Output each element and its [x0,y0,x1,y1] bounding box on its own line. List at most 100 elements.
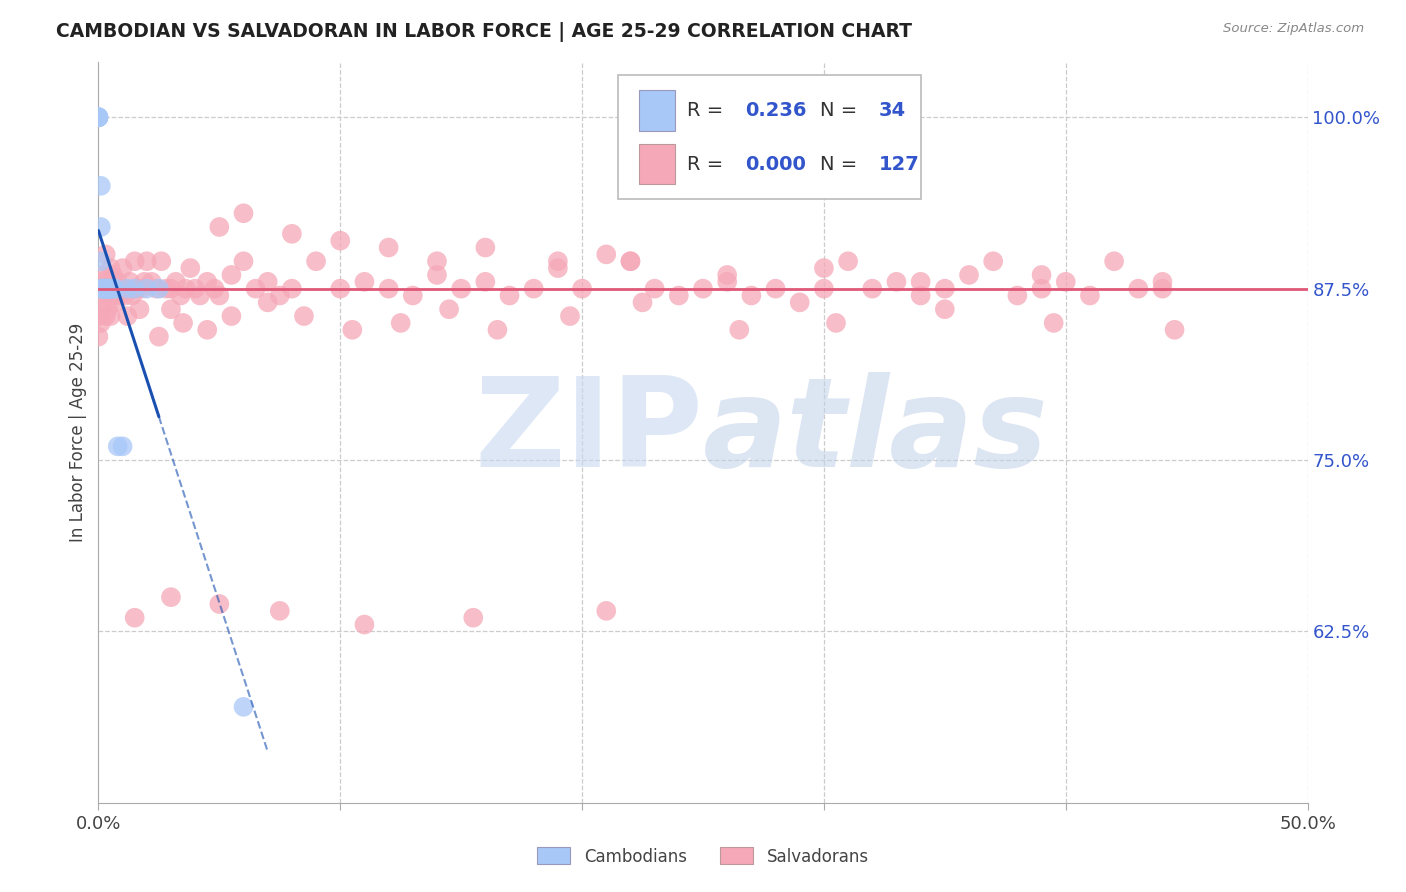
Text: CAMBODIAN VS SALVADORAN IN LABOR FORCE | AGE 25-29 CORRELATION CHART: CAMBODIAN VS SALVADORAN IN LABOR FORCE |… [56,22,912,42]
Point [1031,268,1053,282]
Point [104,282,127,296]
Point [94,282,117,296]
Text: 34: 34 [879,101,905,120]
Point [97,282,120,296]
Point [740,288,762,302]
Point [87,309,110,323]
Point [934,302,956,317]
Point [631,295,654,310]
Point [184,282,207,296]
Point [716,275,738,289]
Point [148,329,170,343]
Point [813,261,835,276]
Point [90,254,112,268]
Point [100,282,122,296]
Point [169,288,191,302]
Point [1152,275,1174,289]
Point [97,282,120,296]
Point [204,282,226,296]
Point [474,240,496,255]
Point [269,288,291,302]
Point [94,282,117,296]
Point [1152,282,1174,296]
Point [117,309,139,323]
Point [837,254,859,268]
FancyBboxPatch shape [619,75,921,200]
Point [172,316,194,330]
Bar [638,144,675,185]
Text: R =: R = [688,154,730,174]
Point [90,282,112,296]
Point [269,604,291,618]
Point [1128,282,1150,296]
Point [101,282,124,296]
Point [94,247,117,261]
Point [87,110,110,124]
Point [97,302,120,317]
Point [124,282,146,296]
Point [100,261,122,276]
Point [90,275,112,289]
Point [305,254,328,268]
Point [90,219,112,234]
Point [377,240,399,255]
Point [221,309,243,323]
Text: ZIP: ZIP [474,372,703,493]
Point [1102,254,1125,268]
Point [91,268,114,282]
Point [195,323,218,337]
Point [94,282,117,296]
Point [668,288,690,302]
Point [437,302,460,317]
Point [131,282,153,296]
Point [523,282,546,296]
Point [498,288,520,302]
Point [644,282,666,296]
Y-axis label: In Labor Force | Age 25-29: In Labor Force | Age 25-29 [69,323,87,542]
Point [165,275,187,289]
Point [957,268,980,282]
Point [87,110,110,124]
Point [87,110,110,124]
Point [134,275,156,289]
Point [208,219,231,234]
Point [1007,288,1029,302]
Point [91,282,114,296]
Point [281,227,304,241]
Point [87,282,110,296]
Text: R =: R = [688,101,730,120]
Point [94,282,117,296]
Point [121,288,143,302]
Point [910,288,932,302]
Point [547,254,569,268]
Point [124,254,146,268]
Point [118,275,141,289]
Point [463,611,485,625]
Point [1054,275,1077,289]
Point [111,282,134,296]
Point [426,268,449,282]
Text: Source: ZipAtlas.com: Source: ZipAtlas.com [1223,22,1364,36]
Point [87,329,110,343]
Point [353,617,375,632]
Point [104,282,127,296]
Point [160,590,183,604]
Point [232,254,254,268]
Point [188,288,211,302]
Point [91,288,114,302]
Point [934,282,956,296]
Point [595,247,617,261]
Point [100,282,122,296]
Point [100,282,122,296]
Point [353,275,375,289]
Point [90,178,112,193]
Point [595,604,617,618]
Point [619,254,641,268]
Point [813,282,835,296]
Point [111,261,134,276]
Text: N =: N = [820,154,863,174]
Point [860,282,883,296]
Point [94,282,117,296]
Point [221,268,243,282]
Point [97,288,120,302]
